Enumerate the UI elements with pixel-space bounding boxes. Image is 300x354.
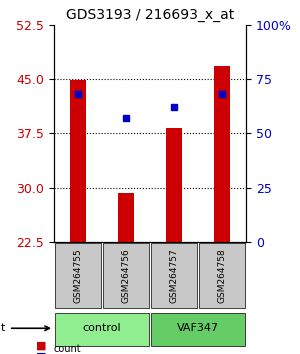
FancyBboxPatch shape xyxy=(55,243,101,308)
Text: ■: ■ xyxy=(36,341,46,351)
FancyBboxPatch shape xyxy=(151,313,245,346)
Text: control: control xyxy=(83,323,121,333)
FancyBboxPatch shape xyxy=(151,243,197,308)
Text: GSM264756: GSM264756 xyxy=(122,249,130,303)
Text: ■: ■ xyxy=(36,351,46,354)
FancyBboxPatch shape xyxy=(103,243,149,308)
FancyBboxPatch shape xyxy=(199,243,245,308)
Text: GSM264758: GSM264758 xyxy=(218,249,226,303)
FancyBboxPatch shape xyxy=(55,313,149,346)
Bar xyxy=(70,80,86,242)
Text: VAF347: VAF347 xyxy=(177,323,219,333)
Text: agent: agent xyxy=(0,323,50,333)
Title: GDS3193 / 216693_x_at: GDS3193 / 216693_x_at xyxy=(66,8,234,22)
Bar xyxy=(214,66,230,242)
Bar xyxy=(166,128,182,242)
Text: GSM264757: GSM264757 xyxy=(169,249,178,303)
Text: count: count xyxy=(54,344,82,354)
Text: GSM264755: GSM264755 xyxy=(74,249,82,303)
Bar xyxy=(118,193,134,242)
